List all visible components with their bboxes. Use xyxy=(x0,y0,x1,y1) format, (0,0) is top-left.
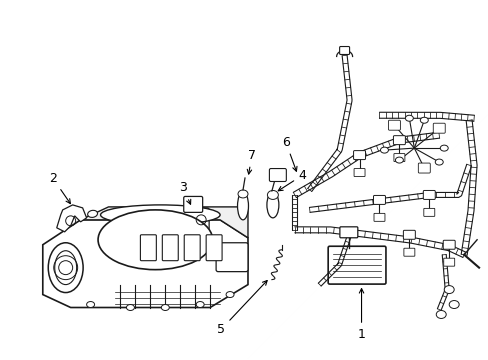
FancyBboxPatch shape xyxy=(206,235,222,261)
Ellipse shape xyxy=(267,190,278,199)
Ellipse shape xyxy=(395,157,403,163)
FancyBboxPatch shape xyxy=(387,120,400,130)
FancyBboxPatch shape xyxy=(269,168,286,181)
Text: 3: 3 xyxy=(179,181,190,204)
Polygon shape xyxy=(42,220,247,307)
Text: 7: 7 xyxy=(247,149,255,174)
Polygon shape xyxy=(81,207,247,238)
FancyBboxPatch shape xyxy=(327,246,385,284)
Ellipse shape xyxy=(405,115,412,121)
FancyBboxPatch shape xyxy=(403,248,414,256)
FancyBboxPatch shape xyxy=(183,197,202,212)
Ellipse shape xyxy=(98,210,212,270)
FancyBboxPatch shape xyxy=(393,136,405,145)
Ellipse shape xyxy=(196,302,203,307)
FancyBboxPatch shape xyxy=(442,240,454,249)
FancyBboxPatch shape xyxy=(417,163,429,173)
Text: 6: 6 xyxy=(281,136,296,171)
FancyBboxPatch shape xyxy=(443,258,454,266)
Ellipse shape xyxy=(126,305,134,310)
FancyBboxPatch shape xyxy=(373,213,384,221)
Ellipse shape xyxy=(266,192,278,218)
FancyBboxPatch shape xyxy=(162,235,178,261)
Ellipse shape xyxy=(237,192,248,220)
Text: 2: 2 xyxy=(49,171,70,204)
Ellipse shape xyxy=(48,243,83,293)
FancyBboxPatch shape xyxy=(339,46,349,54)
FancyBboxPatch shape xyxy=(403,230,414,239)
Ellipse shape xyxy=(87,210,97,217)
Ellipse shape xyxy=(420,165,427,171)
Ellipse shape xyxy=(439,145,447,151)
Ellipse shape xyxy=(443,285,453,293)
Ellipse shape xyxy=(225,292,234,298)
Text: 5: 5 xyxy=(217,280,266,336)
Ellipse shape xyxy=(380,147,387,153)
FancyBboxPatch shape xyxy=(373,195,385,204)
Text: 4: 4 xyxy=(278,168,306,191)
FancyBboxPatch shape xyxy=(339,227,357,238)
Ellipse shape xyxy=(420,117,427,123)
Text: 1: 1 xyxy=(357,289,365,341)
FancyBboxPatch shape xyxy=(423,208,434,216)
FancyBboxPatch shape xyxy=(169,211,184,228)
FancyBboxPatch shape xyxy=(140,235,156,261)
Ellipse shape xyxy=(55,251,77,285)
FancyBboxPatch shape xyxy=(353,168,364,176)
Ellipse shape xyxy=(238,190,247,198)
Ellipse shape xyxy=(161,305,169,310)
Ellipse shape xyxy=(389,122,398,128)
Ellipse shape xyxy=(101,205,220,225)
FancyBboxPatch shape xyxy=(393,154,404,162)
Ellipse shape xyxy=(434,125,442,131)
Ellipse shape xyxy=(86,302,94,307)
Ellipse shape xyxy=(448,301,458,309)
FancyBboxPatch shape xyxy=(423,190,434,199)
FancyBboxPatch shape xyxy=(432,123,444,133)
Polygon shape xyxy=(57,205,86,232)
FancyBboxPatch shape xyxy=(216,243,247,272)
FancyBboxPatch shape xyxy=(184,235,200,261)
FancyBboxPatch shape xyxy=(353,150,365,159)
Ellipse shape xyxy=(434,159,442,165)
FancyBboxPatch shape xyxy=(179,208,209,230)
Ellipse shape xyxy=(435,310,446,319)
